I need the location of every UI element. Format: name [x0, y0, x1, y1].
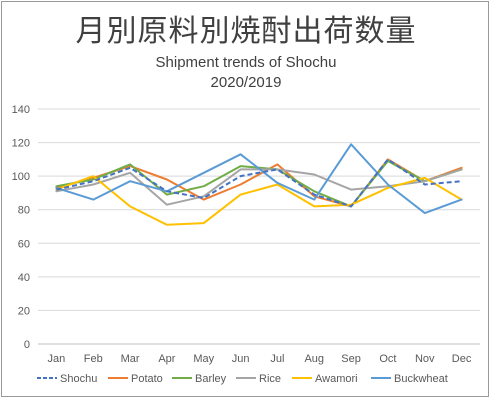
- series-lines: [55, 143, 463, 226]
- x-tick-label: Oct: [379, 353, 396, 365]
- y-tick-label: 60: [18, 238, 30, 250]
- y-tick-label: 80: [18, 205, 30, 217]
- legend-item-shochu: Shochu: [37, 373, 97, 385]
- series-line-potato: [55, 158, 463, 208]
- x-tick-label: Feb: [84, 353, 103, 365]
- legend-item-awamori: Awamori: [292, 373, 358, 385]
- x-tick-label: Nov: [415, 353, 435, 365]
- legend-label: Rice: [259, 373, 281, 385]
- legend-item-potato: Potato: [108, 373, 163, 385]
- chart-title: 月別原料別焼酎出荷数量: [75, 14, 417, 49]
- legend-label: Buckwheat: [394, 373, 448, 385]
- x-tick-label: Jan: [48, 353, 66, 365]
- x-tick-label: Jul: [270, 353, 284, 365]
- series-line-awamori: [55, 175, 463, 226]
- series-line-shochu: [56, 158, 462, 208]
- legend-item-rice: Rice: [236, 373, 281, 385]
- legend: Shochu Potato Barley Rice Awamori Buckwheat: [37, 373, 448, 385]
- legend-label: Barley: [195, 373, 227, 385]
- y-tick-label: 0: [24, 339, 30, 351]
- y-tick-label: 120: [12, 138, 30, 150]
- y-tick-label: 20: [18, 305, 30, 317]
- legend-item-barley: Barley: [172, 373, 227, 385]
- legend-label: Potato: [131, 373, 163, 385]
- x-tick-label: Dec: [452, 353, 472, 365]
- series-line-buckwheat: [55, 143, 463, 215]
- x-tick-label: Mar: [121, 353, 140, 365]
- x-tick-label: May: [193, 353, 214, 365]
- legend-item-buckwheat: Buckwheat: [371, 373, 448, 385]
- legend-label: Shochu: [60, 373, 97, 385]
- x-axis-ticks: Jan Feb Mar Apr May Jun Jul Aug Sep Oct Nov Dec: [48, 353, 472, 365]
- subtitle-line-2: 2020/2019: [210, 74, 282, 91]
- y-tick-label: 100: [12, 171, 30, 183]
- y-tick-label: 140: [12, 104, 30, 116]
- x-tick-label: Aug: [304, 353, 324, 365]
- chart-subtitle: Shipment trends of Shochu 2020/2019: [0, 53, 492, 93]
- legend-label: Awamori: [315, 373, 358, 385]
- x-tick-label: Jun: [232, 353, 250, 365]
- x-tick-label: Apr: [158, 353, 175, 365]
- y-axis-ticks: 0 20 40 60 80 100 120 140: [12, 104, 30, 351]
- y-tick-label: 40: [18, 272, 30, 284]
- x-tick-label: Sep: [341, 353, 361, 365]
- subtitle-line-1: Shipment trends of Shochu: [155, 54, 337, 71]
- gridlines: [38, 108, 480, 345]
